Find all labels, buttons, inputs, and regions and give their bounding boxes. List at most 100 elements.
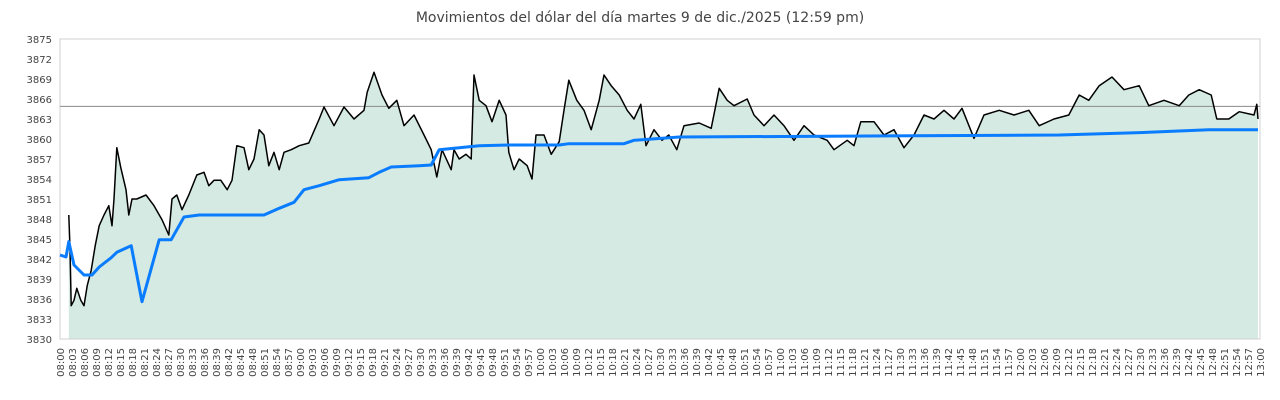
x-tick-label: 11:45 [956,348,967,377]
y-tick-label: 3851 [27,195,52,206]
x-tick-label: 13:00 [1256,348,1267,377]
x-tick-label: 11:27 [884,348,895,377]
x-tick-label: 10:45 [716,348,727,377]
x-tick-label: 12:12 [1064,348,1075,377]
x-tick-label: 10:24 [632,348,643,377]
x-tick-label: 10:30 [656,348,667,377]
x-tick-label: 11:54 [992,348,1003,377]
x-tick-label: 10:42 [704,348,715,377]
x-tick-label: 11:06 [800,348,811,377]
x-tick-label: 08:45 [236,348,247,377]
x-tick-label: 09:00 [296,348,307,377]
x-tick-label: 12:36 [1160,348,1171,377]
x-tick-label: 09:24 [392,348,403,377]
x-tick-label: 09:15 [356,348,367,377]
x-tick-label: 08:12 [104,348,115,377]
x-tick-label: 10:21 [620,348,631,377]
x-tick-label: 12:24 [1112,348,1123,377]
x-tick-label: 12:06 [1040,348,1051,377]
x-tick-label: 12:57 [1244,348,1255,377]
x-tick-label: 08:27 [164,348,175,377]
x-tick-label: 08:30 [176,348,187,377]
x-tick-label: 11:30 [896,348,907,377]
x-tick-label: 10:51 [740,348,751,377]
y-tick-label: 3863 [27,115,52,126]
x-tick-label: 09:48 [488,348,499,377]
price-line [68,71,1259,307]
x-tick-label: 11:36 [920,348,931,377]
x-tick-label: 12:00 [1016,348,1027,377]
y-tick-label: 3872 [27,55,52,66]
x-tick-label: 09:18 [368,348,379,377]
x-tick-label: 08:36 [200,348,211,377]
x-tick-label: 12:27 [1124,348,1135,377]
x-tick-label: 12:48 [1208,348,1219,377]
y-tick-label: 3848 [27,215,52,226]
y-tick-label: 3869 [27,75,52,86]
x-tick-label: 08:39 [212,348,223,377]
x-tick-label: 10:54 [752,348,763,377]
x-tick-label: 10:00 [536,348,547,377]
x-tick-label: 11:42 [944,348,955,377]
x-tick-label: 11:03 [788,348,799,377]
x-tick-label: 09:42 [464,348,475,377]
x-tick-label: 09:45 [476,348,487,377]
x-tick-label: 10:36 [680,348,691,377]
x-tick-label: 08:51 [260,348,271,377]
x-tick-label: 10:39 [692,348,703,377]
x-tick-label: 10:15 [596,348,607,377]
x-tick-label: 10:03 [548,348,559,377]
x-tick-label: 08:42 [224,348,235,377]
x-tick-label: 12:45 [1196,348,1207,377]
x-tick-label: 12:33 [1148,348,1159,377]
x-tick-label: 12:54 [1232,348,1243,377]
x-tick-label: 10:18 [608,348,619,377]
x-tick-label: 09:39 [452,348,463,377]
x-tick-label: 08:03 [68,348,79,377]
x-tick-label: 11:18 [848,348,859,377]
x-tick-label: 11:48 [968,348,979,377]
x-tick-label: 10:12 [584,348,595,377]
x-tick-label: 09:51 [500,348,511,377]
x-tick-label: 12:15 [1076,348,1087,377]
x-tick-label: 12:09 [1052,348,1063,377]
plot-frame [59,38,1261,340]
x-tick-label: 09:36 [440,348,451,377]
x-tick-label: 09:27 [404,348,415,377]
average-line [59,128,1258,304]
chart-title: Movimientos del dólar del día martes 9 d… [416,10,864,26]
x-tick-label: 08:00 [56,348,67,377]
x-tick-label: 11:51 [980,348,991,377]
y-tick-label: 3866 [27,95,52,106]
x-tick-label: 11:57 [1004,348,1015,377]
x-tick-label: 08:24 [152,348,163,377]
x-tick-label: 09:57 [524,348,535,377]
x-tick-label: 12:30 [1136,348,1147,377]
y-tick-label: 3845 [27,235,52,246]
price-area-fill [68,72,1258,340]
x-tick-label: 09:33 [428,348,439,377]
x-tick-label: 12:39 [1172,348,1183,377]
x-tick-label: 11:09 [812,348,823,377]
x-tick-label: 12:18 [1088,348,1099,377]
x-tick-label: 11:33 [908,348,919,377]
x-tick-label: 09:30 [416,348,427,377]
x-tick-label: 12:21 [1100,348,1111,377]
x-tick-label: 08:09 [92,348,103,377]
x-tick-label: 09:03 [308,348,319,377]
y-tick-label: 3830 [27,335,52,346]
y-tick-label: 3875 [27,35,52,46]
x-tick-label: 09:21 [380,348,391,377]
x-tick-label: 09:06 [320,348,331,377]
x-tick-label: 10:09 [572,348,583,377]
y-tick-label: 3833 [27,315,52,326]
y-tick-label: 3857 [27,155,52,166]
x-tick-label: 09:12 [344,348,355,377]
x-tick-label: 10:06 [560,348,571,377]
x-tick-label: 08:06 [80,348,91,377]
y-tick-label: 3860 [27,135,52,146]
x-tick-label: 08:21 [140,348,151,377]
x-tick-label: 10:57 [764,348,775,377]
x-tick-label: 11:39 [932,348,943,377]
